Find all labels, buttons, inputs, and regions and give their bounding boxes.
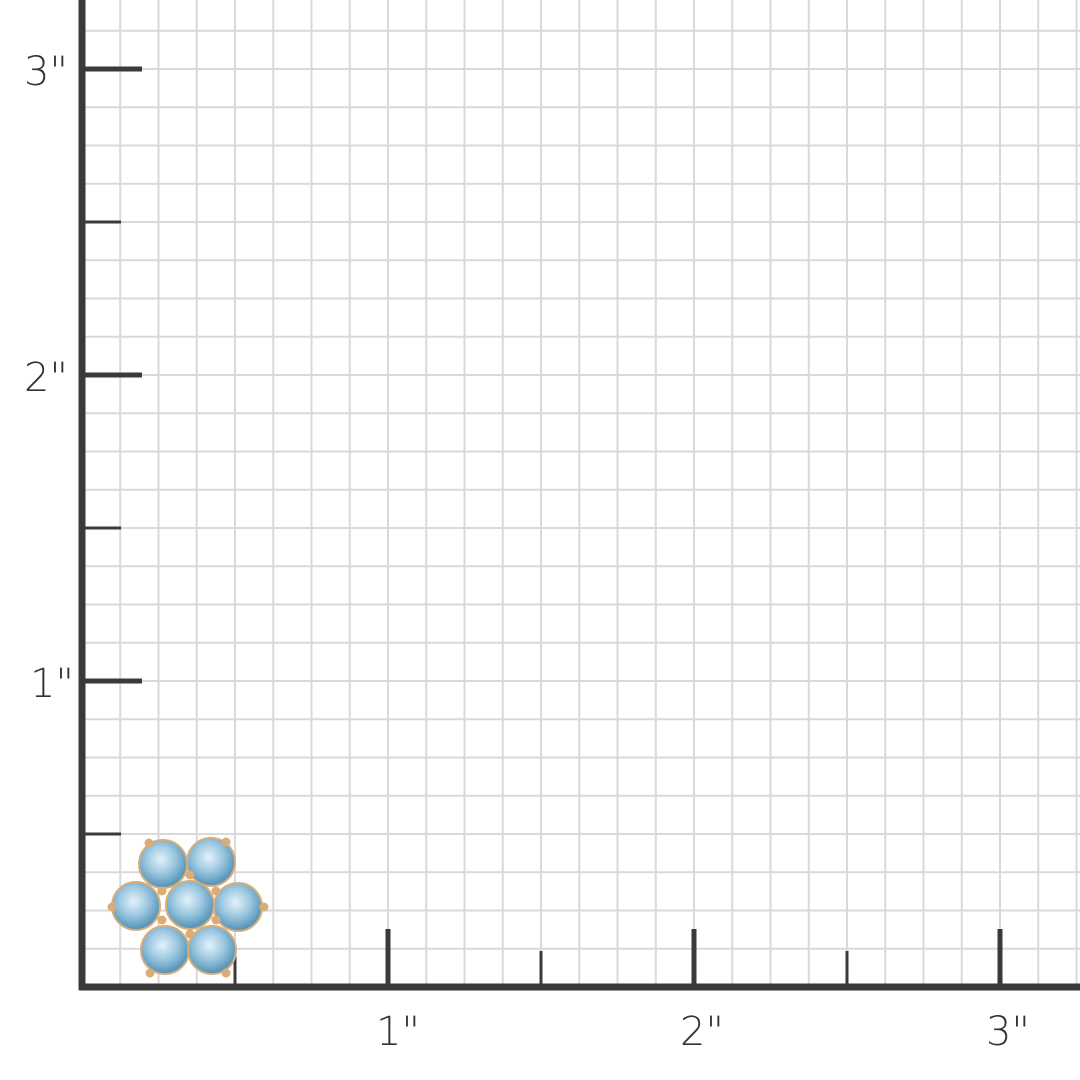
gold-prong	[144, 838, 154, 848]
gold-prong	[211, 915, 221, 925]
y-label-3: 3"	[24, 49, 68, 95]
x-label-2: 2"	[680, 1009, 724, 1055]
y-label-1: 1"	[30, 661, 74, 707]
gemstone	[187, 925, 237, 975]
gold-prong	[211, 886, 221, 896]
x-label-3: 3"	[986, 1009, 1030, 1055]
gold-prong	[221, 968, 231, 978]
gemstone	[140, 925, 190, 975]
gold-prong	[157, 886, 167, 896]
gold-prong	[221, 837, 231, 847]
gemstone	[186, 837, 236, 887]
gemstone	[138, 839, 188, 889]
gemstone	[213, 882, 263, 932]
gemstone	[165, 880, 215, 930]
y-label-2: 2"	[24, 355, 68, 401]
x-label-1: 1"	[376, 1009, 420, 1055]
gold-prong	[185, 929, 195, 939]
gold-prong	[157, 915, 167, 925]
gold-prong	[259, 902, 269, 912]
gemstone	[111, 881, 161, 931]
gold-prong	[107, 902, 117, 912]
gold-prong	[185, 870, 195, 880]
gold-prong	[145, 968, 155, 978]
